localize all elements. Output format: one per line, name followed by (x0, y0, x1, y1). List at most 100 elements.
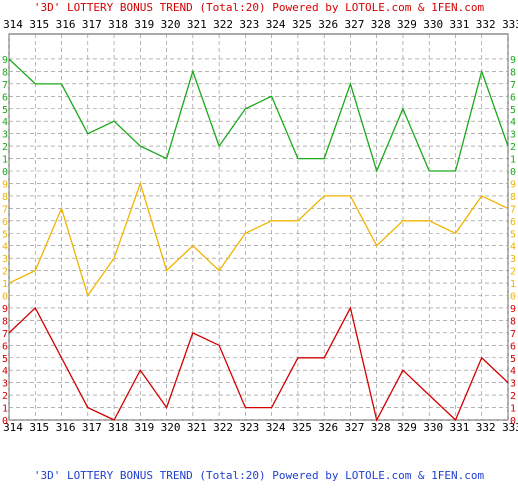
y-tick-label-right: 3 (510, 254, 516, 265)
y-tick-label-left: 7 (2, 80, 8, 91)
x-tick-label-bottom: 332 (476, 421, 496, 434)
y-tick-label-right: 2 (510, 391, 516, 402)
y-tick-label-left: 2 (2, 391, 8, 402)
x-tick-label-bottom: 329 (397, 421, 417, 434)
y-tick-label-right: 5 (510, 354, 516, 365)
y-tick-label-right: 7 (510, 329, 516, 340)
y-tick-label-right: 4 (510, 366, 516, 377)
y-tick-label-left: 8 (2, 67, 8, 78)
y-tick-label-left: 4 (2, 366, 8, 377)
x-tick-label-top: 333 (502, 18, 518, 31)
y-tick-label-right: 8 (510, 67, 516, 78)
y-tick-label-right: 9 (510, 179, 516, 190)
y-tick-label-right: 0 (510, 416, 516, 427)
y-tick-label-right: 9 (510, 304, 516, 315)
x-tick-label-bottom: 322 (213, 421, 233, 434)
y-tick-label-left: 3 (2, 379, 8, 390)
y-tick-label-left: 1 (2, 404, 8, 415)
x-tick-label-bottom: 328 (371, 421, 391, 434)
x-tick-label-bottom: 326 (318, 421, 338, 434)
y-tick-label-right: 1 (510, 279, 516, 290)
x-tick-label-top: 324 (266, 18, 286, 31)
y-tick-label-left: 0 (2, 416, 8, 427)
y-tick-label-left: 6 (2, 217, 8, 228)
x-tick-label-top: 323 (239, 18, 259, 31)
y-tick-label-right: 4 (510, 117, 516, 128)
y-tick-label-left: 3 (2, 254, 8, 265)
x-tick-label-top: 330 (423, 18, 443, 31)
x-tick-label-bottom: 318 (108, 421, 128, 434)
y-tick-label-right: 6 (510, 217, 516, 228)
y-tick-label-left: 9 (2, 179, 8, 190)
y-tick-label-left: 8 (2, 192, 8, 203)
series-line-red (8, 306, 509, 422)
x-tick-label-bottom: 324 (266, 421, 286, 434)
y-tick-label-right: 8 (510, 192, 516, 203)
series-line-yellow (8, 181, 509, 297)
x-tick-label-top: 326 (318, 18, 338, 31)
y-tick-label-right: 7 (510, 80, 516, 91)
y-tick-label-left: 2 (2, 267, 8, 278)
y-tick-label-left: 5 (2, 229, 8, 240)
y-tick-label-left: 1 (2, 155, 8, 166)
y-tick-label-right: 6 (510, 341, 516, 352)
y-tick-label-left: 6 (2, 341, 8, 352)
y-tick-label-left: 5 (2, 354, 8, 365)
y-tick-label-right: 6 (510, 92, 516, 103)
x-tick-label-bottom: 317 (82, 421, 102, 434)
x-tick-label-top: 322 (213, 18, 233, 31)
x-tick-label-bottom: 320 (161, 421, 181, 434)
x-tick-label-bottom: 319 (134, 421, 154, 434)
y-tick-label-right: 4 (510, 242, 516, 253)
y-tick-label-right: 3 (510, 379, 516, 390)
x-tick-label-top: 327 (344, 18, 364, 31)
x-tick-label-bottom: 330 (423, 421, 443, 434)
y-tick-label-right: 5 (510, 105, 516, 116)
x-tick-label-bottom: 333 (502, 421, 518, 434)
y-tick-label-left: 0 (2, 167, 8, 178)
y-tick-label-left: 0 (2, 292, 8, 303)
y-tick-label-left: 4 (2, 242, 8, 253)
y-tick-label-left: 2 (2, 142, 8, 153)
y-tick-label-left: 9 (2, 304, 8, 315)
y-tick-label-left: 9 (2, 55, 8, 66)
y-tick-label-left: 3 (2, 130, 8, 141)
x-tick-label-bottom: 321 (187, 421, 207, 434)
y-tick-label-left: 4 (2, 117, 8, 128)
x-tick-label-top: 325 (292, 18, 312, 31)
y-tick-label-right: 1 (510, 155, 516, 166)
x-tick-label-top: 319 (134, 18, 154, 31)
x-tick-label-top: 329 (397, 18, 417, 31)
x-tick-label-top: 321 (187, 18, 207, 31)
y-tick-label-right: 2 (510, 142, 516, 153)
y-tick-label-left: 7 (2, 329, 8, 340)
y-tick-label-right: 5 (510, 229, 516, 240)
x-tick-label-top: 317 (82, 18, 102, 31)
x-tick-label-top: 331 (450, 18, 470, 31)
x-tick-label-bottom: 323 (239, 421, 259, 434)
x-tick-label-top: 328 (371, 18, 391, 31)
x-tick-label-bottom: 314 (3, 421, 23, 434)
y-tick-label-right: 0 (510, 292, 516, 303)
y-tick-label-right: 8 (510, 316, 516, 327)
x-tick-label-top: 314 (3, 18, 23, 31)
x-tick-label-top: 320 (161, 18, 181, 31)
x-tick-label-top: 315 (29, 18, 49, 31)
chart-title-bottom: '3D' LOTTERY BONUS TREND (Total:20) Powe… (33, 469, 485, 482)
y-tick-label-right: 7 (510, 204, 516, 215)
x-tick-label-top: 332 (476, 18, 496, 31)
y-tick-label-right: 1 (510, 404, 516, 415)
x-tick-label-top: 318 (108, 18, 128, 31)
chart-title-top: '3D' LOTTERY BONUS TREND (Total:20) Powe… (33, 1, 485, 14)
y-tick-label-left: 6 (2, 92, 8, 103)
y-tick-label-right: 0 (510, 167, 516, 178)
y-tick-label-left: 7 (2, 204, 8, 215)
x-tick-label-bottom: 327 (344, 421, 364, 434)
x-tick-label-bottom: 331 (450, 421, 470, 434)
x-tick-label-bottom: 325 (292, 421, 312, 434)
x-tick-label-bottom: 315 (29, 421, 49, 434)
y-tick-label-right: 3 (510, 130, 516, 141)
y-tick-label-right: 2 (510, 267, 516, 278)
x-tick-label-bottom: 316 (56, 421, 76, 434)
